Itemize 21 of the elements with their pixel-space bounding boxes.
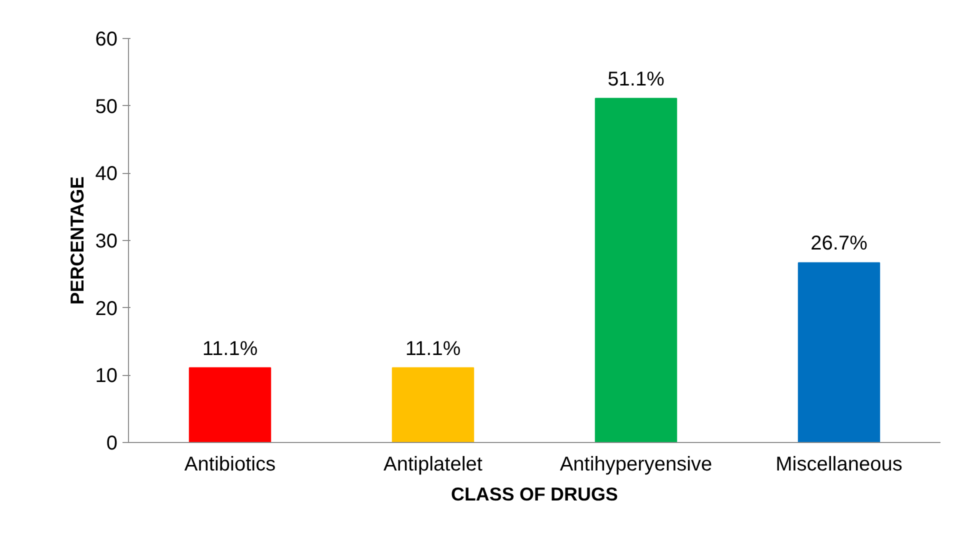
y-tick-label: 60 bbox=[95, 28, 118, 50]
x-axis-title: CLASS OF DRUGS bbox=[451, 484, 618, 504]
x-tick-label: Antibiotics bbox=[184, 454, 276, 476]
x-tick-label: Antiplatelet bbox=[384, 454, 483, 476]
bar bbox=[188, 367, 272, 442]
bar bbox=[594, 98, 678, 442]
data-label: 51.1% bbox=[608, 68, 665, 90]
data-label: 26.7% bbox=[810, 232, 868, 255]
bar bbox=[798, 262, 880, 442]
y-tick-label: 10 bbox=[95, 365, 118, 388]
y-tick-label: 20 bbox=[95, 298, 118, 320]
x-tick-label: Antihyperyensive bbox=[560, 454, 712, 476]
data-label: 11.1% bbox=[202, 338, 258, 360]
data-label: 11.1% bbox=[405, 338, 461, 360]
x-tick-label: Miscellaneous bbox=[776, 454, 902, 476]
bar bbox=[392, 367, 474, 442]
y-tick-label: 0 bbox=[106, 432, 118, 454]
y-tick-label: 30 bbox=[95, 230, 118, 252]
y-tick-label: 40 bbox=[95, 163, 118, 186]
y-tick-label: 50 bbox=[95, 96, 118, 118]
y-axis-title: PERCENTAGE bbox=[66, 176, 88, 305]
